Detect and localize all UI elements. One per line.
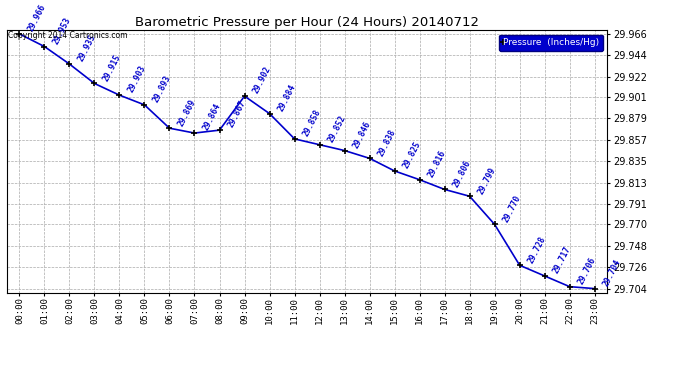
Text: 29.717: 29.717 — [551, 245, 573, 275]
Pressure  (Inches/Hg) — [166, 126, 174, 130]
Text: Copyright 2014 Cartronics.com: Copyright 2014 Cartronics.com — [8, 32, 127, 40]
Pressure  (Inches/Hg) — [15, 32, 23, 36]
Text: 29.902: 29.902 — [251, 65, 273, 95]
Text: 29.852: 29.852 — [326, 114, 348, 144]
Text: 29.884: 29.884 — [277, 82, 298, 113]
Pressure  (Inches/Hg) — [90, 81, 99, 86]
Pressure  (Inches/Hg) — [366, 156, 374, 160]
Pressure  (Inches/Hg) — [440, 187, 449, 192]
Text: 29.806: 29.806 — [451, 159, 473, 189]
Text: 29.770: 29.770 — [502, 194, 523, 224]
Text: 29.799: 29.799 — [477, 165, 498, 195]
Text: 29.864: 29.864 — [201, 102, 223, 132]
Pressure  (Inches/Hg) — [315, 142, 324, 147]
Pressure  (Inches/Hg) — [40, 44, 48, 49]
Text: 29.858: 29.858 — [302, 108, 323, 138]
Text: 29.903: 29.903 — [126, 64, 148, 94]
Text: 29.846: 29.846 — [351, 120, 373, 150]
Pressure  (Inches/Hg) — [340, 148, 348, 153]
Text: 29.869: 29.869 — [177, 97, 198, 128]
Text: 29.935: 29.935 — [77, 33, 98, 63]
Pressure  (Inches/Hg) — [591, 286, 599, 291]
Pressure  (Inches/Hg) — [215, 128, 224, 132]
Text: 29.728: 29.728 — [526, 234, 548, 264]
Pressure  (Inches/Hg) — [140, 103, 148, 107]
Text: 29.867: 29.867 — [226, 99, 248, 129]
Text: 29.966: 29.966 — [26, 3, 48, 33]
Text: 29.893: 29.893 — [151, 74, 172, 104]
Pressure  (Inches/Hg) — [290, 136, 299, 141]
Text: 29.953: 29.953 — [51, 16, 72, 46]
Text: 29.816: 29.816 — [426, 149, 448, 179]
Pressure  (Inches/Hg) — [466, 194, 474, 198]
Pressure  (Inches/Hg) — [391, 169, 399, 173]
Text: 29.915: 29.915 — [101, 53, 123, 83]
Text: 29.838: 29.838 — [377, 128, 398, 158]
Pressure  (Inches/Hg) — [491, 222, 499, 227]
Pressure  (Inches/Hg) — [115, 93, 124, 98]
Pressure  (Inches/Hg) — [240, 94, 248, 98]
Pressure  (Inches/Hg) — [540, 274, 549, 278]
Pressure  (Inches/Hg) — [415, 177, 424, 182]
Title: Barometric Pressure per Hour (24 Hours) 20140712: Barometric Pressure per Hour (24 Hours) … — [135, 16, 479, 29]
Pressure  (Inches/Hg) — [266, 111, 274, 116]
Text: 29.825: 29.825 — [402, 140, 423, 170]
Pressure  (Inches/Hg) — [66, 62, 74, 66]
Pressure  (Inches/Hg) — [566, 284, 574, 289]
Text: 29.706: 29.706 — [577, 256, 598, 286]
Legend: Pressure  (Inches/Hg): Pressure (Inches/Hg) — [500, 34, 602, 51]
Pressure  (Inches/Hg) — [190, 131, 199, 135]
Text: 29.704: 29.704 — [602, 258, 623, 288]
Pressure  (Inches/Hg) — [515, 263, 524, 267]
Line: Pressure  (Inches/Hg): Pressure (Inches/Hg) — [16, 30, 598, 292]
